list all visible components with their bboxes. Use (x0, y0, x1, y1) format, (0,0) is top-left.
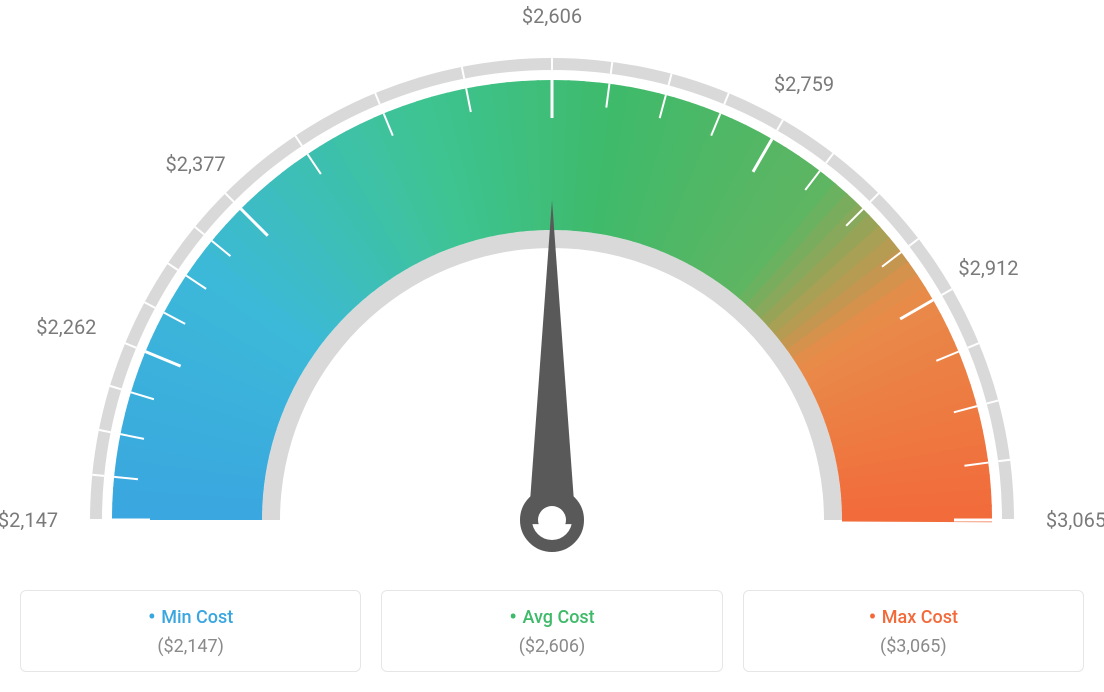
gauge-tick-label: $2,606 (522, 4, 582, 28)
gauge-tick-label: $2,262 (36, 315, 96, 339)
legend-max: Max Cost ($3,065) (743, 590, 1084, 672)
gauge-tick-label: $2,377 (166, 152, 226, 176)
gauge-area: $2,147$2,262$2,377$2,606$2,759$2,912$3,0… (20, 20, 1084, 580)
gauge-tick-label: $2,759 (774, 72, 834, 96)
legend-avg: Avg Cost ($2,606) (381, 590, 722, 672)
legend-avg-value: ($2,606) (382, 636, 721, 657)
gauge-tick-label: $3,065 (1046, 508, 1104, 532)
legend-min: Min Cost ($2,147) (20, 590, 361, 672)
legend-avg-label: Avg Cost (382, 605, 721, 630)
legend-row: Min Cost ($2,147) Avg Cost ($2,606) Max … (20, 590, 1084, 672)
legend-max-value: ($3,065) (744, 636, 1083, 657)
gauge-tick-label: $2,147 (0, 508, 58, 532)
legend-min-value: ($2,147) (21, 636, 360, 657)
cost-gauge-chart: $2,147$2,262$2,377$2,606$2,759$2,912$3,0… (20, 20, 1084, 672)
legend-min-label: Min Cost (21, 605, 360, 630)
legend-max-label: Max Cost (744, 605, 1083, 630)
gauge-tick-label: $2,912 (958, 256, 1018, 280)
gauge-svg (20, 20, 1084, 580)
